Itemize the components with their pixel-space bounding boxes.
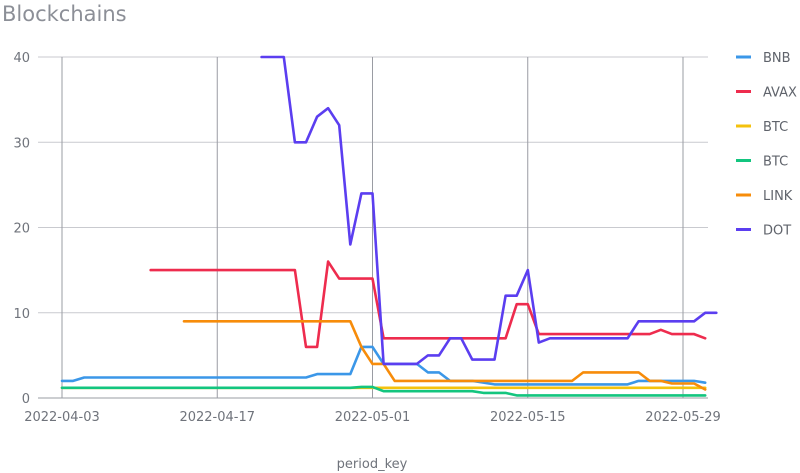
series-line-btc-3 [60,385,707,397]
legend-label: BTC [763,155,788,170]
x-tick-label: 2022-04-03 [24,410,100,425]
chart-title: Blockchains [2,2,127,26]
legend-label: AVAX [763,86,797,101]
legend-label: BNB [763,51,791,66]
series-lines [60,55,718,397]
legend-label: BTC [763,120,788,135]
y-tick-label: 30 [13,136,30,151]
series-line-avax-1 [149,260,707,349]
legend: BNB AVAX BTC BTC LINK DOT [736,51,797,239]
legend-label: LINK [763,189,793,204]
series-line-link-4 [182,319,707,391]
y-axis-ticks: 0 10 20 30 40 [13,51,30,407]
x-axis-ticks: 2022-04-03 2022-04-17 2022-05-01 2022-05-15… [24,410,721,425]
x-tick-label: 2022-04-17 [179,410,255,425]
grid-lines [38,56,708,399]
series-line-dot-5 [260,55,718,366]
legend-label: DOT [763,224,791,239]
x-tick-label: 2022-05-15 [490,410,566,425]
y-tick-label: 20 [13,222,30,237]
x-tick-label: 2022-05-29 [645,410,721,425]
y-tick-label: 10 [13,307,30,322]
x-axis-label: period_key [337,457,408,472]
y-tick-label: 40 [13,51,30,66]
y-tick-label: 0 [22,392,30,407]
x-tick-label: 2022-05-01 [335,410,411,425]
